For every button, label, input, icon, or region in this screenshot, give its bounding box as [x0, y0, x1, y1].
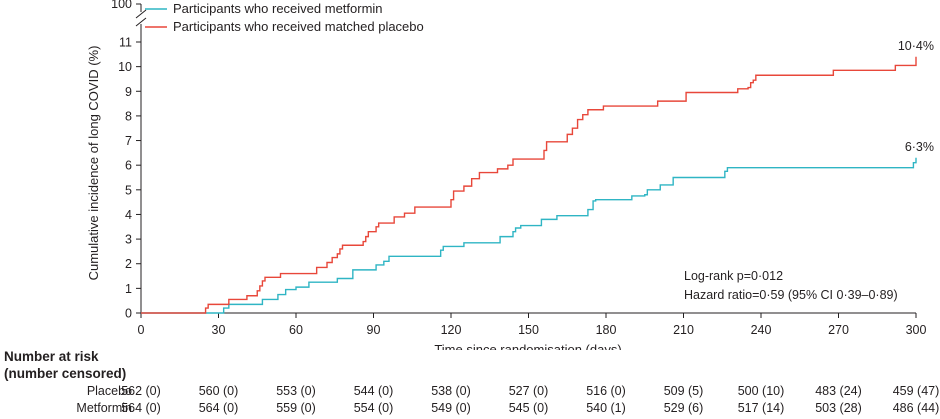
x-tick-label: 30 — [212, 323, 226, 337]
risk-cell: 560 (0) — [198, 384, 239, 398]
x-tick-label: 0 — [138, 323, 145, 337]
chart-plot: 100 0 1 2 3 4 5 6 7 8 9 10 11 0 30 60 90 120 150 180 210 240 2… — [86, 0, 934, 350]
y-tick-label: 100 — [111, 0, 132, 11]
y-tick-label: 8 — [125, 109, 132, 123]
risk-row-metformin: Metformin 564 (0) 564 (0) 559 (0) 554 (0) 54… — [0, 401, 940, 419]
y-axis-label: Cumulative incidence of long COVID (%) — [86, 46, 101, 281]
risk-cell: 538 (0) — [431, 384, 471, 398]
series-line-metformin — [141, 157, 917, 314]
x-tick-label: 240 — [751, 323, 772, 337]
risk-cell: 540 (1) — [586, 401, 626, 415]
x-tick-label: 90 — [367, 323, 381, 337]
risk-cell: 517 (14) — [737, 401, 785, 415]
y-tick-label: 4 — [125, 208, 132, 222]
logrank-annotation: Log-rank p=0·012 — [684, 269, 783, 283]
hazard-ratio-annotation: Hazard ratio=0·59 (95% CI 0·39–0·89) — [684, 288, 898, 302]
risk-cell: 554 (0) — [353, 401, 394, 415]
risk-cell: 562 (0) — [121, 384, 161, 398]
risk-cell: 564 (0) — [198, 401, 239, 415]
risk-cell: 549 (0) — [431, 401, 471, 415]
risk-cell: 509 (5) — [663, 384, 704, 398]
risk-cell: 486 (44) — [892, 401, 940, 415]
risk-cell: 459 (47) — [892, 384, 940, 398]
risk-cell: 527 (0) — [508, 384, 549, 398]
risk-cell: 529 (6) — [663, 401, 704, 415]
risk-heading-line2: (number censored) — [4, 366, 127, 381]
y-tick-label: 1 — [125, 282, 132, 296]
legend: Participants who received metformin Part… — [145, 1, 424, 34]
risk-cell: 559 (0) — [276, 401, 316, 415]
end-label-metformin: 6·3% — [905, 140, 934, 154]
y-tick-label: 0 — [125, 307, 132, 321]
y-tick-label: 2 — [125, 257, 132, 271]
series-line-placebo — [141, 56, 917, 314]
x-tick-label: 180 — [596, 323, 617, 337]
x-tick-label: 210 — [673, 323, 694, 337]
series-layer — [141, 56, 917, 314]
axes: 100 0 1 2 3 4 5 6 7 8 9 10 11 0 30 60 90 120 150 180 210 240 2… — [111, 0, 926, 337]
x-tick-label: 300 — [906, 323, 927, 337]
y-axis-break-mark — [135, 9, 147, 19]
risk-cell: 516 (0) — [586, 384, 626, 398]
y-tick-label: 7 — [125, 134, 132, 148]
risk-cell: 544 (0) — [353, 384, 394, 398]
risk-row-label: Placebo — [86, 384, 132, 398]
x-tick-label: 270 — [828, 323, 849, 337]
risk-row-placebo: Placebo 562 (0) 560 (0) 553 (0) 544 (0) 538 … — [0, 384, 940, 402]
x-tick-label: 120 — [441, 323, 462, 337]
y-tick-label: 10 — [118, 60, 132, 74]
legend-label-metformin: Participants who received metformin — [173, 1, 383, 16]
x-axis-label: Time since randomisation (days) — [434, 342, 621, 350]
y-tick-label: 5 — [125, 183, 132, 197]
y-tick-label: 3 — [125, 233, 132, 247]
risk-cell: 545 (0) — [508, 401, 549, 415]
risk-cell: 500 (10) — [737, 384, 785, 398]
risk-row-label: Metformin — [76, 401, 132, 415]
legend-label-placebo: Participants who received matched placeb… — [173, 19, 424, 34]
y-tick-label: 6 — [125, 159, 132, 173]
risk-table-heading: Number at risk (number censored) — [4, 348, 126, 382]
end-label-placebo: 10·4% — [898, 39, 934, 53]
y-axis-break-mark — [135, 17, 147, 27]
y-tick-label: 9 — [125, 85, 132, 99]
x-tick-label: 60 — [289, 323, 303, 337]
risk-heading-line1: Number at risk — [4, 349, 99, 364]
x-tick-label: 150 — [518, 323, 539, 337]
risk-cell: 553 (0) — [276, 384, 316, 398]
risk-cell: 564 (0) — [121, 401, 161, 415]
risk-cell: 483 (24) — [815, 384, 862, 398]
risk-cell: 503 (28) — [815, 401, 862, 415]
y-tick-label: 11 — [119, 36, 132, 50]
